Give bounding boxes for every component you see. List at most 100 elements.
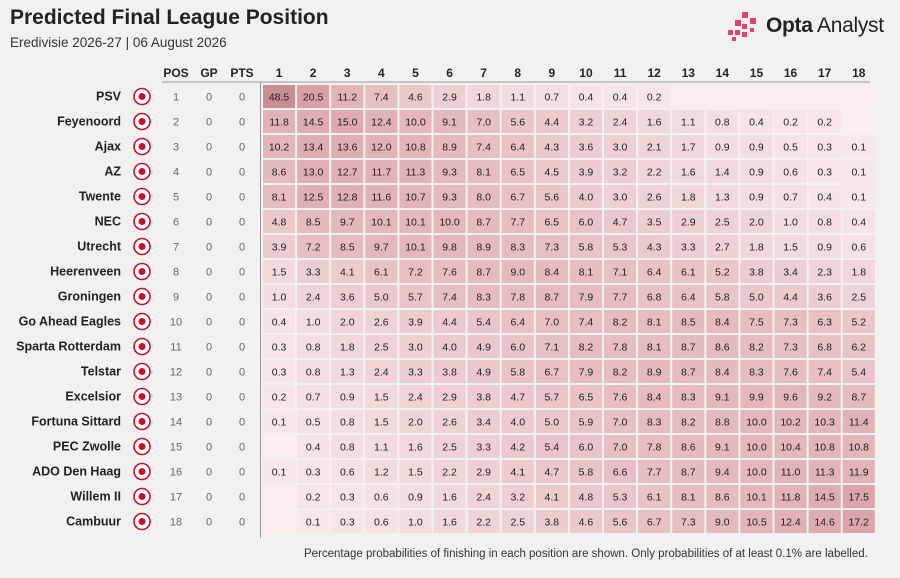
stat-header-pos: POS xyxy=(163,66,188,80)
cell-label: 2.5 xyxy=(442,442,457,454)
position-header: 12 xyxy=(647,66,661,80)
heatmap-cell xyxy=(365,160,398,183)
heatmap-cell xyxy=(467,510,500,533)
cell-label: 6.4 xyxy=(510,317,525,329)
heatmap-cell xyxy=(638,185,671,208)
cell-label: 3.5 xyxy=(647,217,662,229)
cell-label: 0.9 xyxy=(715,142,730,154)
stat-pts: 0 xyxy=(239,392,245,404)
heatmap-cell xyxy=(331,235,364,258)
cell-label: 10.1 xyxy=(371,217,392,229)
heatmap-cell xyxy=(365,410,398,433)
heatmap-cell xyxy=(672,285,705,308)
table-row: Sparta Rotterdam 11 0 0 0.3 0.8 1.8 2.5 3.0 4.0 4.… xyxy=(16,335,875,358)
stat-gp: 0 xyxy=(206,167,212,179)
cell-label: 4.0 xyxy=(579,192,594,204)
cell-label: 6.7 xyxy=(545,367,560,379)
brand-rest: Analyst xyxy=(812,14,884,37)
cell-label: 8.5 xyxy=(340,242,355,254)
heatmap-cell xyxy=(297,385,330,408)
heatmap-cell xyxy=(638,285,671,308)
cell-label: 8.4 xyxy=(647,392,662,404)
heatmap-cell xyxy=(501,360,534,383)
heatmap-cell xyxy=(672,210,705,233)
cell-label: 7.1 xyxy=(613,267,628,279)
heatmap-cell xyxy=(297,335,330,358)
heatmap-cell xyxy=(706,235,739,258)
heatmap-cell xyxy=(331,510,364,533)
heatmap-cell xyxy=(535,335,568,358)
heatmap-cell xyxy=(501,335,534,358)
cell-label: 0.6 xyxy=(374,517,389,529)
cell-label: 7.3 xyxy=(681,517,696,529)
cell-label: 1.5 xyxy=(408,467,423,479)
cell-label: 3.3 xyxy=(476,442,491,454)
heatmap-cell xyxy=(569,235,602,258)
heatmap-cell xyxy=(501,185,534,208)
heatmap-cell xyxy=(604,160,637,183)
cell-label: 5.6 xyxy=(510,117,525,129)
heatmap-cell xyxy=(263,510,296,533)
cell-label: 0.4 xyxy=(613,92,628,104)
stat-gp: 0 xyxy=(206,467,212,479)
cell-label: 2.0 xyxy=(340,317,355,329)
opta-analyst-logo: Opta Analyst xyxy=(728,10,898,44)
cell-label: 0.7 xyxy=(783,192,798,204)
heatmap-cell xyxy=(467,210,500,233)
cell-label: 3.8 xyxy=(476,392,491,404)
heatmap-cell xyxy=(706,135,739,158)
stat-pos: 17 xyxy=(170,492,182,504)
cell-label: 10.4 xyxy=(780,442,801,454)
heatmap-cell xyxy=(263,435,296,458)
cell-label: 4.5 xyxy=(545,167,560,179)
stat-pts: 0 xyxy=(239,92,245,104)
heatmap-cell xyxy=(569,460,602,483)
cell-label: 6.7 xyxy=(647,517,662,529)
cell-label: 5.3 xyxy=(613,492,628,504)
cell-label: 6.0 xyxy=(579,217,594,229)
heatmap-cell xyxy=(501,510,534,533)
chart-title: Predicted Final League Position xyxy=(10,6,329,29)
heatmap-cell xyxy=(740,285,773,308)
cell-label: 8.2 xyxy=(613,367,628,379)
cell-label: 8.2 xyxy=(613,317,628,329)
heatmap-cell xyxy=(808,360,841,383)
heatmap-cell xyxy=(433,210,466,233)
heatmap-cell xyxy=(774,510,807,533)
cell-label: 9.3 xyxy=(442,167,457,179)
cell-label: 8.1 xyxy=(272,192,287,204)
heatmap-cell xyxy=(808,110,841,133)
cell-label: 2.9 xyxy=(442,392,457,404)
stat-gp: 0 xyxy=(206,367,212,379)
heatmap-cell xyxy=(331,160,364,183)
heatmap-cell xyxy=(535,310,568,333)
heatmap-cell xyxy=(672,135,705,158)
heatmap-cell xyxy=(331,285,364,308)
heatmap-cell xyxy=(569,310,602,333)
cell-label: 1.0 xyxy=(408,517,423,529)
cell-label: 5.9 xyxy=(579,417,594,429)
heatmap-cell xyxy=(263,210,296,233)
stat-pos: 12 xyxy=(170,367,182,379)
cell-label: 10.1 xyxy=(405,217,426,229)
heatmap-cell xyxy=(604,360,637,383)
cell-label: 0.8 xyxy=(306,367,321,379)
stat-pos: 3 xyxy=(173,142,179,154)
heatmap-cell xyxy=(263,235,296,258)
cell-label: 11.8 xyxy=(781,492,801,504)
heatmap-cell xyxy=(535,85,568,108)
cell-label: 2.4 xyxy=(374,367,389,379)
cell-label: 5.4 xyxy=(851,367,866,379)
cell-label: 11.4 xyxy=(849,417,869,429)
heatmap-cell xyxy=(808,385,841,408)
cell-label: 5.7 xyxy=(545,392,560,404)
heatmap-cell xyxy=(365,260,398,283)
cell-label: 3.9 xyxy=(272,242,287,254)
team-name: PEC Zwolle xyxy=(53,440,121,454)
heatmap-cell xyxy=(535,385,568,408)
heatmap-cell xyxy=(297,110,330,133)
cell-label: 6.6 xyxy=(613,467,628,479)
heatmap-cell xyxy=(672,335,705,358)
heatmap-cell xyxy=(399,385,432,408)
cell-label: 0.2 xyxy=(817,117,832,129)
